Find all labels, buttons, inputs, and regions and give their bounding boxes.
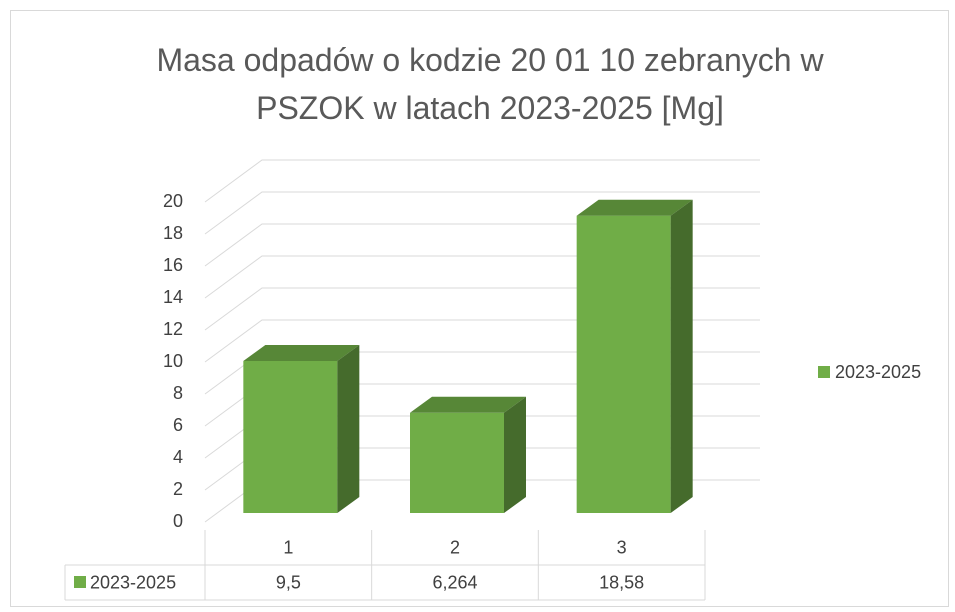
bar-top <box>410 396 526 413</box>
y-tick-label: 2 <box>173 479 183 499</box>
chart-title: Masa odpadów o kodzie 20 01 10 zebranych… <box>156 42 824 126</box>
y-tick-label: 12 <box>163 319 183 339</box>
y-tick-label: 14 <box>163 287 183 307</box>
y-tick-label: 18 <box>163 223 183 243</box>
chart-border <box>10 10 949 607</box>
x-tick-label: 2 <box>450 537 460 557</box>
table-legend-swatch <box>74 576 86 588</box>
table-value: 6,264 <box>432 572 477 592</box>
grid-line <box>204 191 760 235</box>
table-value: 18,58 <box>599 572 644 592</box>
bar-side <box>337 345 360 513</box>
y-tick-label: 16 <box>163 255 183 275</box>
y-tick-label: 10 <box>163 351 183 371</box>
legend-swatch <box>818 366 830 378</box>
legend-label: 2023-2025 <box>835 362 921 382</box>
x-tick-label: 3 <box>617 537 627 557</box>
y-tick-label: 6 <box>173 415 183 435</box>
bar-side <box>670 199 693 513</box>
y-tick-label: 20 <box>163 191 183 211</box>
grid-line <box>204 159 760 203</box>
bar-top <box>576 199 693 216</box>
x-tick-label: 1 <box>283 537 293 557</box>
bar-front <box>410 412 504 513</box>
bar-front <box>243 361 338 513</box>
table-series-name: 2023-2025 <box>90 572 176 592</box>
table-value: 9,5 <box>276 572 301 592</box>
bar-top <box>243 345 360 361</box>
y-tick-label: 0 <box>173 511 183 531</box>
bar-front <box>576 215 671 513</box>
y-tick-label: 8 <box>173 383 183 403</box>
bar-side <box>504 396 526 513</box>
y-tick-label: 4 <box>173 447 183 467</box>
